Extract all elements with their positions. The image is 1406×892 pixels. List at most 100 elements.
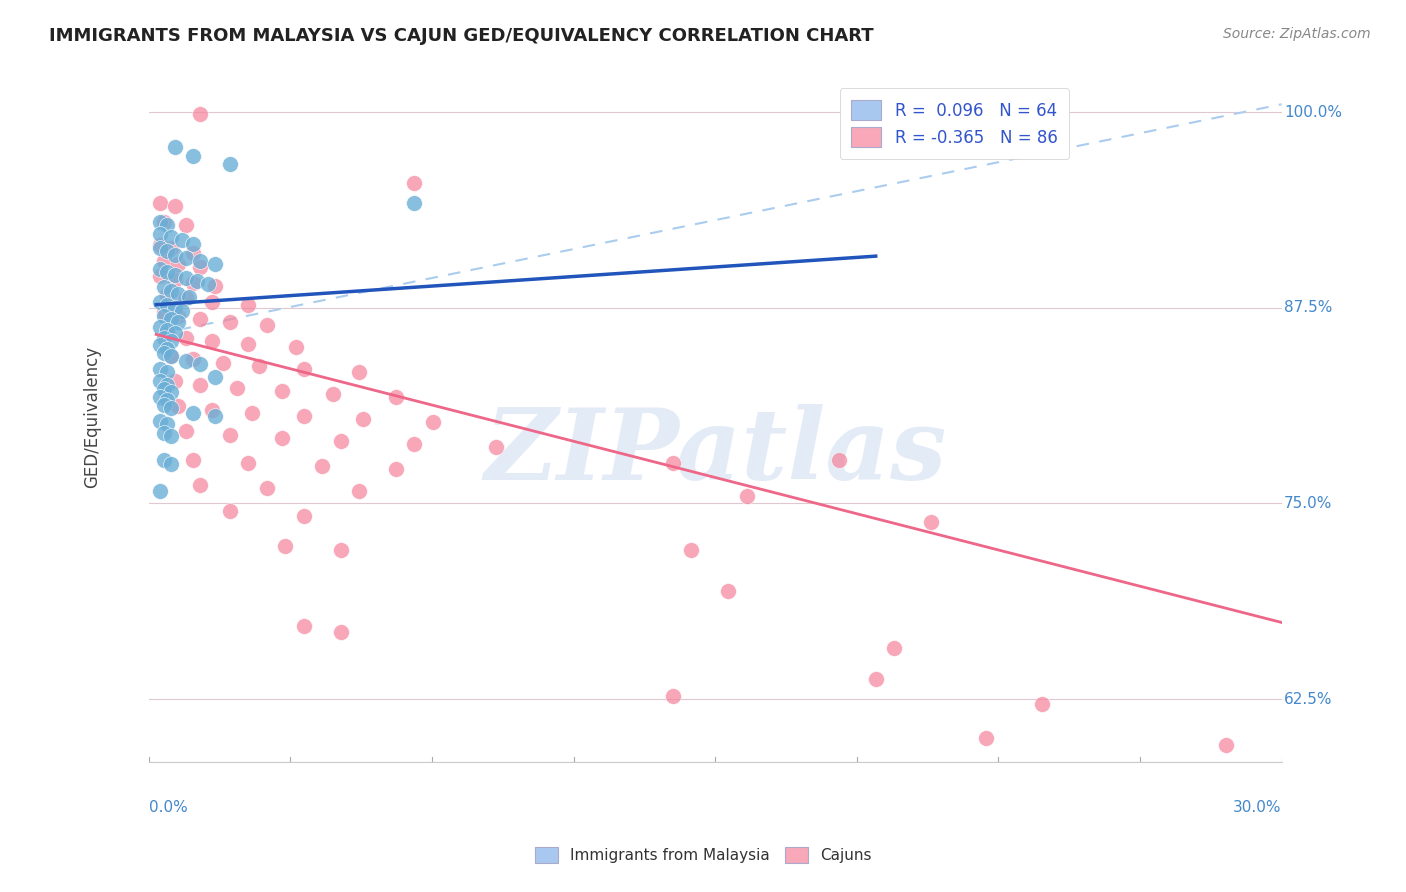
Point: [274, 539, 297, 553]
Point: [200, 402, 222, 417]
Text: 87.5%: 87.5%: [1284, 301, 1333, 315]
Point: [149, 413, 172, 427]
Point: [190, 377, 212, 392]
Point: [219, 157, 242, 171]
Point: [883, 640, 905, 655]
Point: [174, 330, 197, 344]
Point: [163, 301, 186, 315]
Point: [149, 269, 172, 284]
Point: [181, 276, 204, 290]
Text: IMMIGRANTS FROM MALAYSIA VS CAJUN GED/EQUIVALENCY CORRELATION CHART: IMMIGRANTS FROM MALAYSIA VS CAJUN GED/EQ…: [49, 27, 875, 45]
Point: [311, 458, 333, 473]
Point: [156, 323, 179, 337]
Point: [238, 298, 260, 312]
Point: [152, 215, 174, 229]
Point: [190, 253, 212, 268]
Point: [270, 431, 292, 445]
Point: [156, 265, 179, 279]
Point: [160, 311, 183, 326]
Point: [181, 149, 204, 163]
Point: [160, 429, 183, 443]
Point: [152, 330, 174, 344]
Point: [174, 354, 197, 368]
Point: [170, 304, 193, 318]
Point: [174, 218, 197, 232]
Point: [160, 230, 183, 244]
Text: GED/Equivalency: GED/Equivalency: [83, 346, 101, 489]
Legend: Immigrants from Malaysia, Cajuns: Immigrants from Malaysia, Cajuns: [527, 839, 879, 871]
Point: [160, 334, 183, 348]
Point: [404, 437, 426, 451]
Point: [156, 365, 179, 379]
Point: [170, 234, 193, 248]
Point: [197, 277, 219, 292]
Text: 62.5%: 62.5%: [1284, 691, 1333, 706]
Point: [156, 244, 179, 259]
Point: [661, 689, 683, 703]
Point: [163, 268, 186, 282]
Point: [156, 327, 179, 342]
Point: [149, 390, 172, 404]
Point: [181, 352, 204, 367]
Point: [152, 346, 174, 360]
Point: [661, 456, 683, 470]
Point: [329, 434, 352, 448]
Text: 100.0%: 100.0%: [1284, 104, 1341, 120]
Point: [329, 624, 352, 639]
Point: [163, 199, 186, 213]
Point: [204, 278, 226, 293]
Point: [156, 417, 179, 431]
Point: [292, 508, 315, 523]
Point: [1215, 738, 1237, 752]
Point: [256, 318, 278, 332]
Point: [174, 425, 197, 439]
Text: ZIPatlas: ZIPatlas: [484, 403, 946, 500]
Point: [190, 357, 212, 371]
Point: [149, 483, 172, 498]
Point: [160, 284, 183, 298]
Point: [156, 218, 179, 232]
Point: [149, 294, 172, 309]
Text: 30.0%: 30.0%: [1233, 799, 1282, 814]
Point: [190, 477, 212, 491]
Point: [160, 241, 183, 255]
Point: [149, 261, 172, 276]
Point: [163, 375, 186, 389]
Point: [204, 409, 226, 423]
Point: [156, 377, 179, 392]
Point: [238, 336, 260, 351]
Point: [219, 427, 242, 442]
Point: [167, 309, 190, 323]
Point: [226, 381, 249, 395]
Point: [152, 425, 174, 440]
Point: [156, 342, 179, 356]
Point: [347, 365, 370, 379]
Point: [156, 288, 179, 302]
Point: [352, 412, 374, 426]
Point: [149, 319, 172, 334]
Point: [865, 672, 887, 686]
Point: [152, 398, 174, 412]
Point: [152, 253, 174, 268]
Point: [149, 195, 172, 210]
Point: [385, 390, 408, 404]
Legend: R =  0.096   N = 64, R = -0.365   N = 86: R = 0.096 N = 64, R = -0.365 N = 86: [839, 88, 1070, 159]
Point: [167, 400, 190, 414]
Point: [249, 359, 271, 373]
Point: [200, 294, 222, 309]
Point: [204, 257, 226, 271]
Point: [149, 227, 172, 242]
Point: [285, 340, 308, 354]
Point: [976, 731, 998, 746]
Point: [404, 195, 426, 210]
Point: [149, 375, 172, 389]
Point: [211, 355, 233, 369]
Point: [1031, 697, 1053, 711]
Point: [329, 543, 352, 558]
Point: [152, 452, 174, 467]
Point: [163, 326, 186, 340]
Point: [270, 384, 292, 398]
Point: [149, 215, 172, 229]
Point: [149, 238, 172, 252]
Point: [156, 298, 179, 312]
